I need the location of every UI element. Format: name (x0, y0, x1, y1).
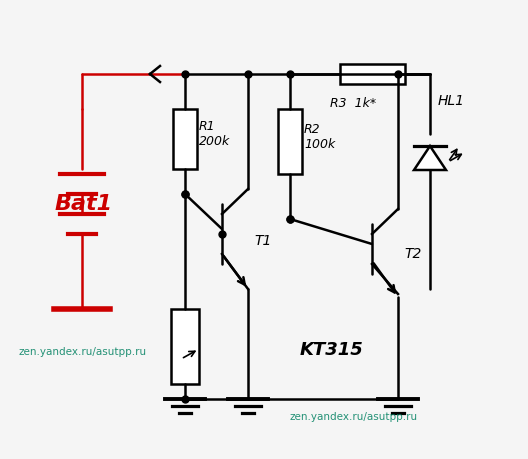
Bar (278, 110, 302, 174)
Text: R3  1k*: R3 1k* (330, 97, 376, 110)
Text: KT315: KT315 (300, 340, 364, 358)
Bar (340, 65, 405, 85)
Text: T2: T2 (404, 246, 421, 260)
Text: zen.yandex.ru/asutpp.ru: zen.yandex.ru/asutpp.ru (18, 346, 146, 356)
Text: zen.yandex.ru/asutpp.ru: zen.yandex.ru/asutpp.ru (290, 411, 418, 421)
Text: Bat1: Bat1 (55, 194, 113, 213)
Text: R2
100k: R2 100k (304, 123, 335, 151)
Text: T1: T1 (254, 234, 271, 247)
Bar (171, 309, 199, 384)
Polygon shape (414, 147, 446, 171)
Text: R1
200k: R1 200k (199, 120, 230, 148)
Text: HL1: HL1 (438, 94, 465, 108)
Bar (173, 110, 197, 170)
